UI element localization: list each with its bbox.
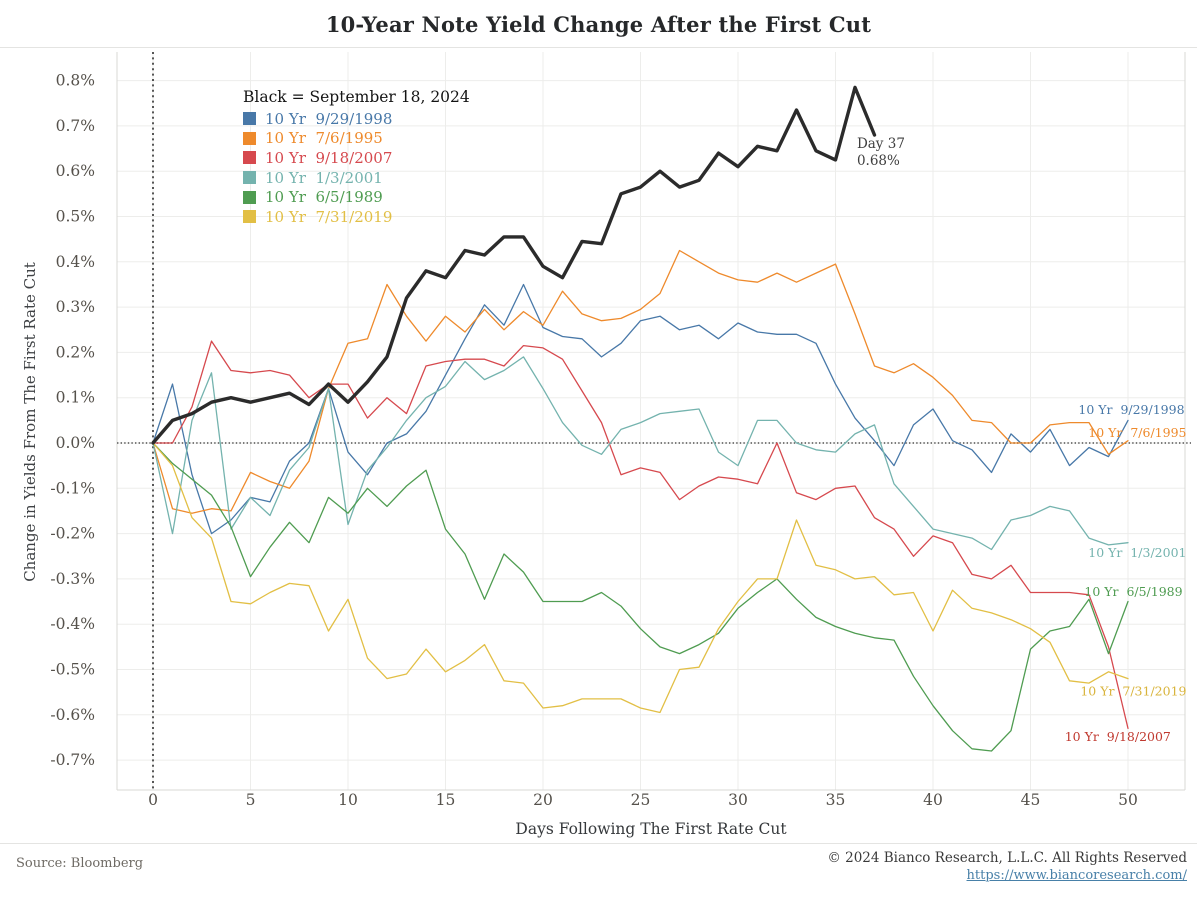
y-tick-label: 0.7% [56,117,95,135]
x-tick-label: 40 [923,791,943,809]
series-end-label: 10 Yr 9/18/2007 [1065,729,1171,744]
legend-label: 10 Yr 1/3/2001 [265,168,383,187]
y-tick-label: 0.6% [56,162,95,180]
series-line-10-yr-7-31-2019 [152,442,1129,714]
legend-item: 10 Yr 6/5/1989 [243,187,470,207]
legend-heading: Black = September 18, 2024 [243,88,470,106]
series-line-september-18-2024 [151,85,877,445]
legend-rows: 10 Yr 9/29/1998 10 Yr 7/6/1995 10 Yr 9/18/… [243,109,470,227]
legend-item: 10 Yr 7/6/1995 [243,129,470,149]
y-tick-label: -0.6% [50,706,95,724]
figure-bottom-border [0,843,1197,844]
x-tick-label: 10 [338,791,358,809]
bianco-research-link[interactable]: https://www.biancoresearch.com/ [966,868,1187,883]
y-tick-label: -0.5% [50,661,95,679]
series-line-10-yr-9-18-2007 [152,340,1129,730]
y-tick-label: 0.1% [56,389,95,407]
y-axis-title: Change in Yields From The First Rate Cut [21,262,39,582]
legend-item: 10 Yr 9/18/2007 [243,148,470,168]
y-tick-label: 0.8% [56,72,95,90]
legend-swatch [243,131,256,145]
x-axis-title: Days Following The First Rate Cut [515,820,787,838]
chart-legend: Black = September 18, 2024 10 Yr 9/29/19… [243,88,470,227]
y-tick-label: 0.3% [56,298,95,316]
x-tick-label: 5 [246,791,256,809]
x-tick-label: 50 [1118,791,1138,809]
series-line-10-yr-6-5-1989 [152,442,1129,752]
x-tick-label: 30 [728,791,748,809]
black-line-annotation: 0.68% [857,153,900,169]
x-tick-label: 0 [148,791,158,809]
y-tick-label: -0.1% [50,479,95,497]
series-line-10-yr-7-6-1995 [152,249,1129,514]
legend-swatch [243,210,256,224]
y-tick-label: 0.5% [56,208,95,226]
series-line-10-yr-1-3-2001 [152,356,1129,551]
y-tick-label: -0.7% [50,751,95,769]
source-note: Source: Bloomberg [16,856,144,871]
series-end-label: 10 Yr 7/6/1995 [1088,425,1186,440]
legend-swatch [243,171,256,185]
legend-label: 10 Yr 7/31/2019 [265,207,393,226]
chart-title: 10-Year Note Yield Change After the Firs… [325,12,872,37]
copyright-text: © 2024 Bianco Research, L.L.C. All Right… [827,850,1187,866]
y-tick-label: -0.4% [50,615,95,633]
series-end-label: 10 Yr 7/31/2019 [1080,684,1186,699]
x-tick-label: 20 [533,791,553,809]
footer-credits: © 2024 Bianco Research, L.L.C. All Right… [827,850,1187,884]
x-tick-label: 35 [826,791,846,809]
y-tick-label: 0.0% [56,434,95,452]
black-line-annotation: Day 37 [857,136,905,152]
series-line-10-yr-9-29-1998 [152,283,1129,535]
y-tick-label: 0.4% [56,253,95,271]
legend-swatch [243,190,256,204]
legend-item: 10 Yr 9/29/1998 [243,109,470,129]
x-tick-label: 15 [436,791,456,809]
x-tick-label: 25 [631,791,651,809]
legend-label: 10 Yr 7/6/1995 [265,129,383,148]
x-tick-label: 45 [1021,791,1041,809]
y-tick-label: 0.2% [56,343,95,361]
series-end-label: 10 Yr 1/3/2001 [1088,545,1186,560]
series-end-label: 10 Yr 9/29/1998 [1078,402,1184,417]
y-tick-label: -0.2% [50,525,95,543]
legend-label: 10 Yr 9/29/1998 [265,109,393,128]
legend-item: 10 Yr 7/31/2019 [243,207,470,227]
legend-label: 10 Yr 6/5/1989 [265,188,383,207]
figure-top-border [0,47,1197,48]
y-tick-label: -0.3% [50,570,95,588]
legend-label: 10 Yr 9/18/2007 [265,148,393,167]
legend-swatch [243,151,256,165]
series-end-label: 10 Yr 6/5/1989 [1084,584,1182,599]
legend-swatch [243,112,256,126]
legend-item: 10 Yr 1/3/2001 [243,168,470,188]
